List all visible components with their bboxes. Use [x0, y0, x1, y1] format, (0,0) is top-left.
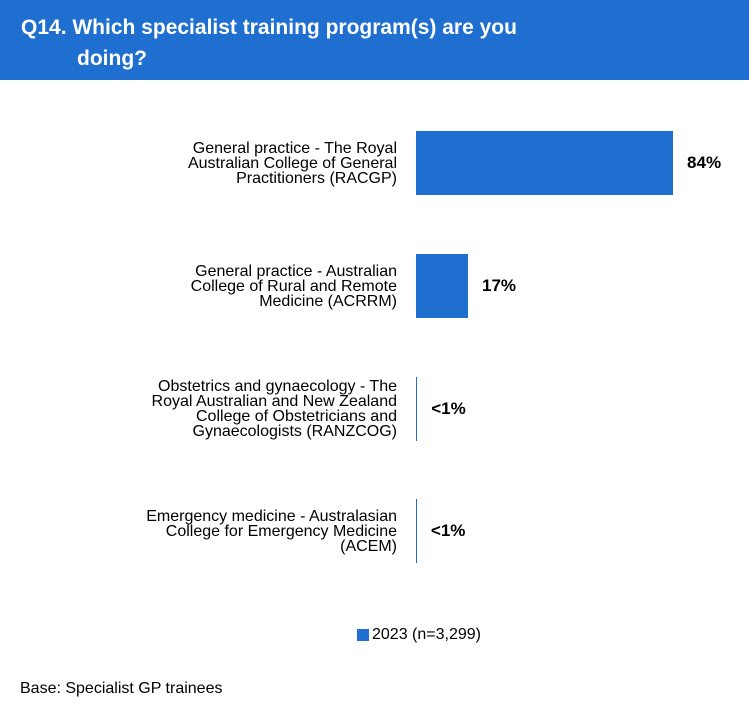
legend: 2023 (n=3,299): [357, 626, 481, 644]
value-label: 17%: [482, 276, 517, 296]
category-label: Emergency medicine - Australasian Colleg…: [146, 507, 397, 555]
bar: [416, 499, 417, 564]
header: Q14. Which specialist training program(s…: [0, 0, 749, 80]
bar: [416, 131, 674, 196]
value-label: <1%: [430, 521, 466, 541]
value-label: 84%: [687, 153, 722, 173]
legend-label: 2023 (n=3,299): [372, 626, 481, 643]
legend-swatch: [357, 629, 369, 641]
chart-title: Q14. Which specialist training program(s…: [21, 16, 517, 70]
category-label: General practice - Australian College of…: [190, 262, 397, 310]
value-label: <1%: [431, 398, 466, 418]
bar: [416, 376, 418, 441]
footnote: Base: Specialist GP trainees: [20, 680, 223, 697]
bar: [416, 254, 469, 319]
category-label: General practice - The Royal Australian …: [187, 139, 397, 187]
category-label: Obstetrics and gynaecology - The Royal A…: [151, 377, 397, 440]
